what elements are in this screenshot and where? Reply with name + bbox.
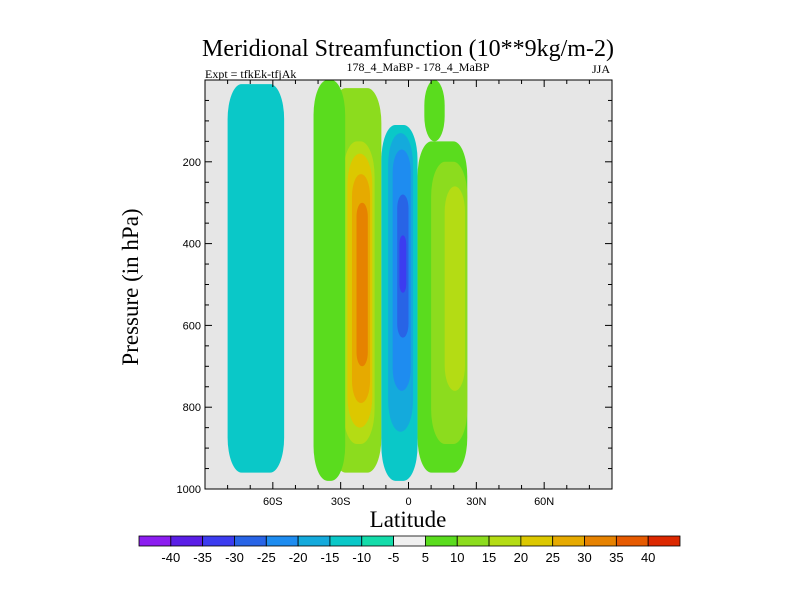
x-tick-label: 60S — [263, 496, 283, 508]
x-tick-label: 60N — [534, 496, 554, 508]
colorbar-label: -35 — [193, 550, 212, 565]
x-tick-label: 30S — [331, 496, 351, 508]
contour-region-positive-4 — [356, 202, 368, 367]
colorbar-box — [138, 535, 172, 547]
colorbar-label: -10 — [352, 550, 371, 565]
colorbar-box — [202, 535, 235, 547]
x-tick-label: 30N — [466, 496, 486, 508]
colorbar-label: -40 — [161, 550, 180, 565]
colorbar-label: 20 — [514, 550, 528, 565]
y-tick-label: 1000 — [177, 484, 201, 496]
colorbar-label: -30 — [225, 550, 244, 565]
colorbar-box — [329, 535, 363, 547]
subtitle-experiment: Expt = tfkEk-tfjAk — [205, 67, 296, 81]
y-tick-label: 600 — [183, 320, 201, 332]
colorbar-label: -20 — [289, 550, 308, 565]
subtitle-season: JJA — [592, 62, 610, 76]
colorbar-label: 15 — [482, 550, 496, 565]
colorbar-box — [552, 535, 585, 547]
colorbar-label: -5 — [388, 550, 400, 565]
colorbar-box — [297, 535, 331, 547]
colorbar-label: 30 — [577, 550, 591, 565]
colorbar-box — [265, 535, 299, 547]
colorbar-box — [615, 535, 649, 547]
colorbar-box — [393, 535, 426, 547]
colorbar-label: 35 — [609, 550, 623, 565]
x-tick-label: 0 — [405, 496, 411, 508]
colorbar-box — [520, 535, 554, 547]
y-tick-label: 400 — [183, 239, 201, 251]
x-axis-label: Latitude — [370, 507, 447, 532]
colorbar-box — [234, 535, 267, 547]
colorbar-label: 25 — [545, 550, 559, 565]
y-axis: 200 400 600 800 1000 — [177, 79, 612, 496]
y-tick-label: 200 — [183, 157, 201, 169]
colorbar-box — [647, 535, 681, 547]
chart-title: Meridional Streamfunction (10**9kg/m-2) — [202, 36, 614, 62]
contour-region-positive-15 — [424, 80, 445, 142]
y-axis-label: Pressure (in hPa) — [118, 208, 143, 365]
colorbar-label: -25 — [257, 550, 276, 565]
contour-region-negative-5 — [227, 84, 285, 473]
colorbar-box — [170, 535, 204, 547]
colorbar-box — [456, 535, 490, 547]
colorbar-label: 40 — [641, 550, 655, 565]
colorbar-label: 5 — [422, 550, 429, 565]
subtitle-period: 178_4_MaBP - 178_4_MaBP — [347, 60, 490, 74]
colorbar-label: -15 — [321, 550, 340, 565]
colorbar: -40 -35 -30 -25 -20 -15 -10 -5 5 10 15 20 25 30 35 40 — [138, 535, 681, 565]
contour-region-positive-11 — [313, 80, 346, 481]
y-tick-label: 800 — [183, 402, 201, 414]
colorbar-label: 10 — [450, 550, 464, 565]
plot-area — [204, 79, 613, 490]
contour-region-positive-14 — [444, 186, 466, 391]
colorbar-box — [584, 535, 617, 547]
contour-region-negative-10 — [399, 235, 407, 293]
colorbar-box — [488, 535, 522, 547]
x-axis: 60S 30S 0 30N 60N — [204, 80, 613, 508]
colorbar-box — [361, 535, 394, 547]
colorbar-box — [425, 535, 458, 547]
